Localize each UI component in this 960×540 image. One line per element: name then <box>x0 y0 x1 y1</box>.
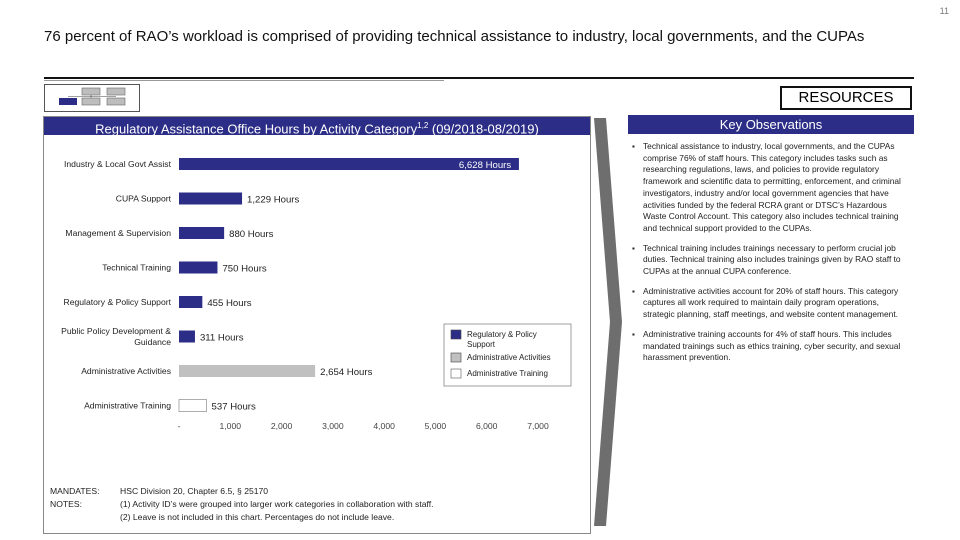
legend-swatch <box>450 329 462 340</box>
legend-box <box>443 323 572 387</box>
legend-swatch <box>450 352 462 363</box>
legend-swatch <box>450 368 462 379</box>
category-label: Technical Training <box>102 263 171 273</box>
note-1: (1) Activity ID’s were grouped into larg… <box>120 499 434 509</box>
chart-header-period: (09/2018-08/2019) <box>428 121 539 137</box>
x-tick-label: - <box>178 421 181 431</box>
labels-layer: Industry & Local Govt Assist 6,628 Hours C… <box>61 159 511 413</box>
ticks-layer: - 1,000 2,000 3,000 4,000 5,000 6,000 7,000 <box>178 421 549 431</box>
x-tick-label: 4,000 <box>373 421 395 431</box>
hours-bar-chart: Industry & Local Govt Assist 6,628 Hours C… <box>61 158 572 431</box>
legend-entry: Regulatory & Policy Support <box>467 330 537 349</box>
title-divider-secondary <box>44 80 444 81</box>
chart-panel <box>43 116 591 534</box>
chevron-right-icon <box>594 118 622 526</box>
bar <box>179 365 316 377</box>
mandates-text: HSC Division 20, Chapter 6.5, § 25170 <box>120 486 269 496</box>
org-chart-logo-icon <box>44 84 140 112</box>
x-tick-label: 5,000 <box>425 421 447 431</box>
bar <box>179 227 225 239</box>
value-label: 455 Hours <box>207 298 251 309</box>
category-label: Regulatory & Policy Support <box>64 297 172 307</box>
legend-entry: Administrative Training <box>467 369 548 378</box>
x-tick-label: 6,000 <box>476 421 498 431</box>
mandates-label: MANDATES: <box>50 486 100 496</box>
category-label: Administrative Activities <box>81 366 171 376</box>
bar <box>179 330 195 343</box>
title-divider <box>44 77 914 79</box>
value-label: 311 Hours <box>200 333 244 344</box>
value-label: 6,628 Hours <box>459 160 511 171</box>
bars-layer <box>178 158 519 412</box>
value-label: 2,654 Hours <box>320 367 372 378</box>
page-number: 11 <box>939 6 949 16</box>
observation-item: Administrative activities account for 20… <box>632 286 910 321</box>
category-label: Public Policy Development & Guidance <box>61 326 171 347</box>
resources-label: RESOURCES <box>780 86 912 110</box>
key-observations-header: Key Observations <box>628 115 914 134</box>
x-tick-label: 3,000 <box>322 421 344 431</box>
x-tick-label: 7,000 <box>527 421 549 431</box>
value-label: 750 Hours <box>222 264 266 275</box>
notes-section: MANDATES: HSC Division 20, Chapter 6.5, … <box>50 485 590 524</box>
observation-item: Technical training includes trainings ne… <box>632 243 910 278</box>
bar <box>179 158 519 170</box>
slide-title: 76 percent of RAO’s workload is comprise… <box>44 28 865 45</box>
chart-header: Regulatory Assistance Office Hours by Ac… <box>44 117 590 137</box>
chart-legend: Regulatory & Policy Support Administrative… <box>443 323 572 387</box>
value-label: 1,229 Hours <box>247 195 299 206</box>
bar <box>179 296 203 308</box>
value-label: 880 Hours <box>229 229 273 240</box>
category-label: Industry & Local Govt Assist <box>64 159 172 169</box>
key-observations-list: Technical assistance to industry, local … <box>632 141 910 372</box>
x-tick-label: 1,000 <box>220 421 242 431</box>
observation-item: Administrative training accounts for 4% … <box>632 329 910 364</box>
chart-header-text: Regulatory Assistance Office Hours by Ac… <box>95 121 418 137</box>
category-label: CUPA Support <box>116 194 172 204</box>
chart-header-superscript: 1,2 <box>417 121 429 130</box>
notes-label: NOTES: <box>50 499 82 509</box>
bar <box>179 192 243 205</box>
value-label: 537 Hours <box>212 402 256 413</box>
bar <box>178 399 207 412</box>
category-label: Management & Supervision <box>65 228 171 238</box>
category-label: Administrative Training <box>84 401 171 411</box>
x-tick-label: 2,000 <box>271 421 293 431</box>
observation-item: Technical assistance to industry, local … <box>632 141 910 235</box>
note-2: (2) Leave is not included in this chart.… <box>120 512 395 522</box>
bar <box>179 261 218 274</box>
legend-entry: Administrative Activities <box>467 353 551 362</box>
